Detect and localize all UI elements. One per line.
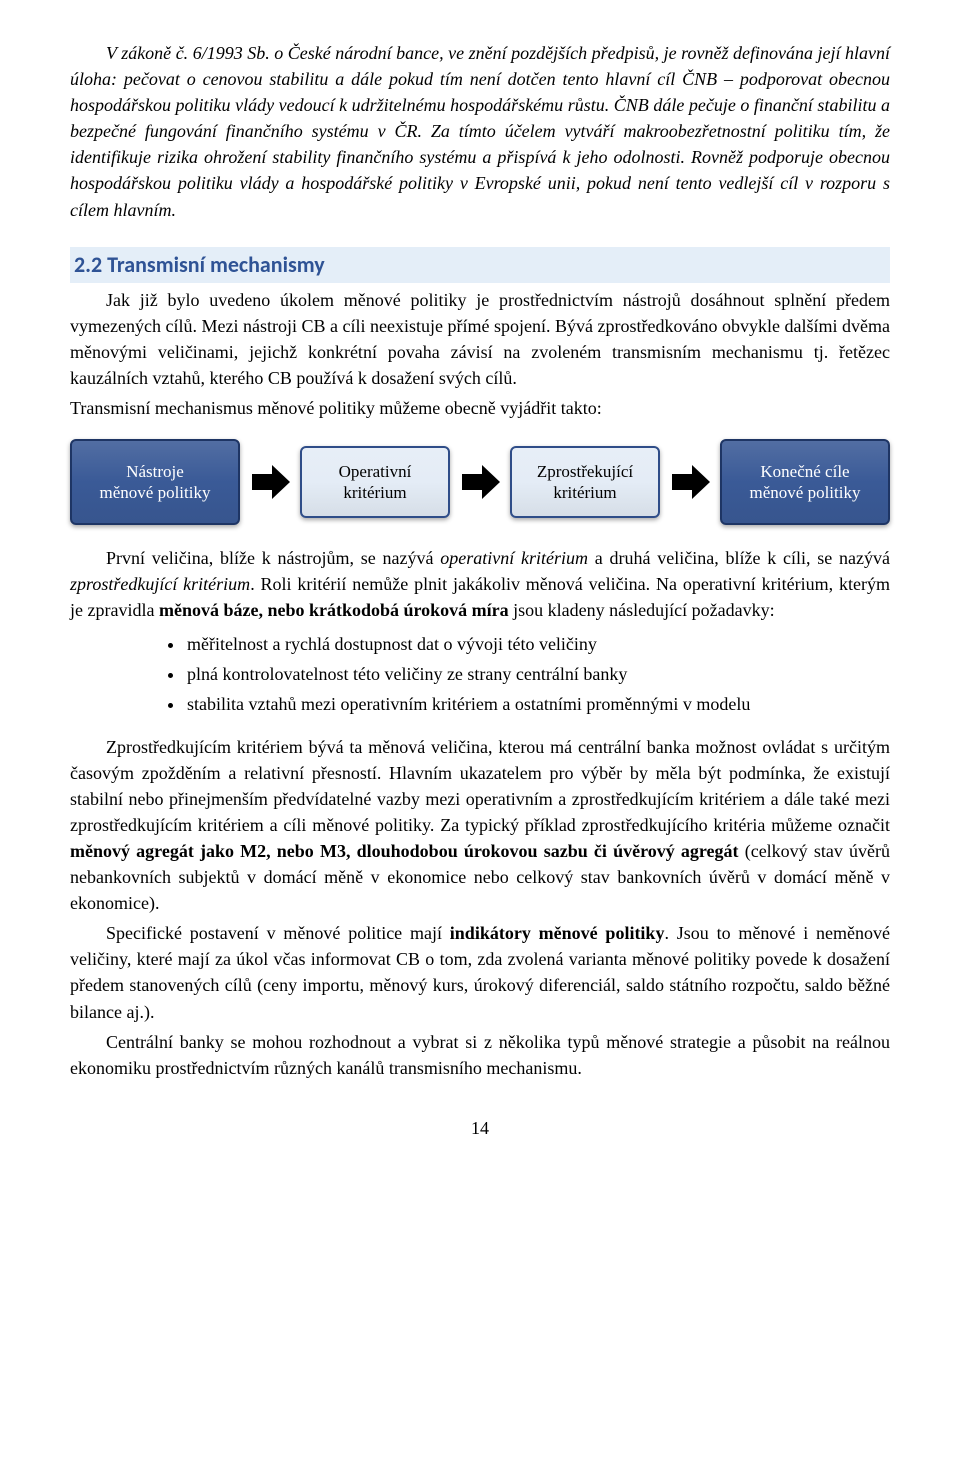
flow-arrow-0 [252,465,288,499]
p3-text-g: jsou kladeny následující požadavky: [509,600,775,620]
flow-node-1-line2: kritérium [343,482,406,503]
paragraph-1: Jak již bylo uvedeno úkolem měnové polit… [70,287,890,391]
page-number: 14 [70,1115,890,1141]
paragraph-5: Specifické postavení v měnové politice m… [70,920,890,1024]
flowchart: Nástrojeměnové politikyOperativníkritéri… [70,439,890,525]
bullet-1: plná kontrolovatelnost této veličiny ze … [185,661,890,687]
p3-bold-f: měnová báze, nebo krátkodobá úroková mír… [159,600,509,620]
p5-text-a: Specifické postavení v měnové politice m… [106,923,450,943]
p5-bold-b: indikátory měnové politiky [450,923,665,943]
p3-text-c: a druhá veličina, blíže k cíli, se nazýv… [588,548,890,568]
flow-node-0: Nástrojeměnové politiky [70,439,240,525]
flow-node-2-line1: Zprostřekující [537,461,633,482]
flow-arrow-1 [462,465,498,499]
requirements-list: měřitelnost a rychlá dostupnost dat o vý… [185,631,890,717]
paragraph-2: Transmisní mechanismus měnové politiky m… [70,395,890,421]
flow-node-3-line1: Konečné cíle [760,461,849,482]
bullet-0: měřitelnost a rychlá dostupnost dat o vý… [185,631,890,657]
flow-node-1: Operativníkritérium [300,446,450,518]
flow-node-0-line2: měnové politiky [100,482,211,503]
section-heading-2-2: 2.2 Transmisní mechanismy [70,247,890,283]
p3-italic-d: zprostředkující kritérium [70,574,250,594]
flow-arrow-2 [672,465,708,499]
flow-node-3-line2: měnové politiky [750,482,861,503]
p3-italic-b: operativní kritérium [440,548,588,568]
intro-paragraph: V zákoně č. 6/1993 Sb. o České národní b… [70,40,890,223]
flow-node-3: Konečné cíleměnové politiky [720,439,890,525]
bullet-2: stabilita vztahů mezi operativním kritér… [185,691,890,717]
paragraph-6: Centrální banky se mohou rozhodnout a vy… [70,1029,890,1081]
paragraph-4: Zprostředkujícím kritériem bývá ta měnov… [70,734,890,917]
flow-node-0-line1: Nástroje [126,461,184,482]
paragraph-3: První veličina, blíže k nástrojům, se na… [70,545,890,623]
p4-text-a: Zprostředkujícím kritériem bývá ta měnov… [70,737,890,835]
p4-bold-b: měnový agregát jako M2, nebo M3, dlouhod… [70,841,739,861]
flow-node-1-line1: Operativní [339,461,412,482]
p3-text-a: První veličina, blíže k nástrojům, se na… [106,548,440,568]
flow-node-2: Zprostřekujícíkritérium [510,446,660,518]
flow-node-2-line2: kritérium [553,482,616,503]
